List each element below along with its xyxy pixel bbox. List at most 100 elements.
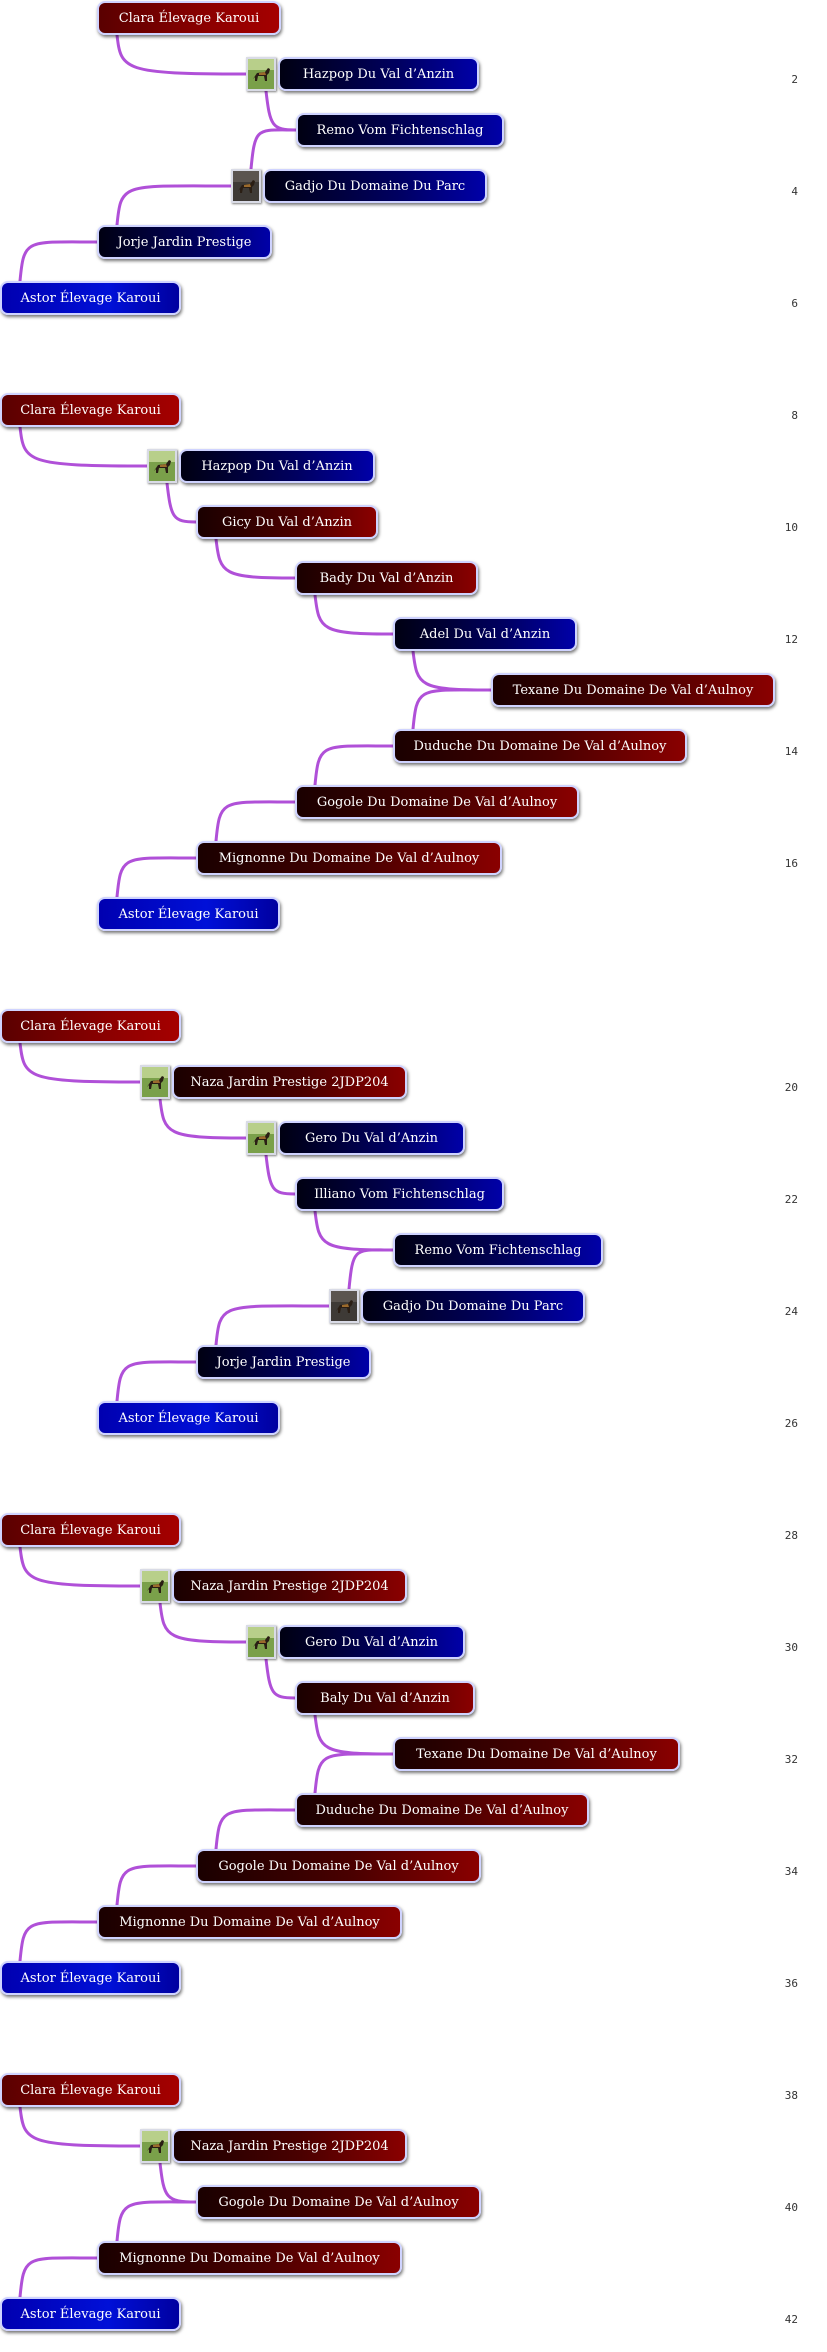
connector-line: [115, 184, 233, 227]
pedigree-node[interactable]: Texane Du Domaine De Val d’Aulnoy: [393, 1737, 680, 1771]
pedigree-node[interactable]: Remo Vom Fichtenschlag: [393, 1233, 603, 1267]
pedigree-node[interactable]: Gogole Du Domaine De Val d’Aulnoy: [295, 785, 579, 819]
pedigree-node[interactable]: Naza Jardin Prestige 2JDP204: [172, 1569, 407, 1603]
pedigree-node[interactable]: Gogole Du Domaine De Val d’Aulnoy: [196, 1849, 481, 1883]
pedigree-node[interactable]: Illiano Vom Fichtenschlag: [295, 1177, 504, 1211]
connector-line: [214, 1808, 297, 1851]
page-number: 32: [784, 1753, 798, 1766]
connector-line: [165, 481, 198, 524]
connector-line: [214, 537, 297, 580]
pedigree-node[interactable]: Gadjo Du Domaine Du Parc: [263, 169, 487, 203]
page-number: 30: [784, 1641, 798, 1654]
pedigree-node[interactable]: Astor Élevage Karoui: [0, 281, 181, 315]
connector-line: [158, 1601, 248, 1644]
page-number: 28: [784, 1529, 798, 1542]
pedigree-node[interactable]: Mignonne Du Domaine De Val d’Aulnoy: [97, 1905, 402, 1939]
connector-line: [313, 1713, 395, 1756]
page-number: 38: [784, 2089, 798, 2102]
pedigree-node[interactable]: Clara Élevage Karoui: [0, 1513, 181, 1547]
pedigree-node[interactable]: Astor Élevage Karoui: [97, 1401, 280, 1435]
pedigree-node[interactable]: Jorje Jardin Prestige: [97, 225, 272, 259]
pedigree-node[interactable]: Gicy Du Val d’Anzin: [196, 505, 378, 539]
pedigree-node[interactable]: Mignonne Du Domaine De Val d’Aulnoy: [97, 2241, 402, 2275]
connector-line: [264, 1153, 297, 1196]
page-number: 4: [791, 185, 798, 198]
pedigree-node[interactable]: Bady Du Val d’Anzin: [295, 561, 478, 595]
pedigree-node[interactable]: Remo Vom Fichtenschlag: [296, 113, 504, 147]
pedigree-node[interactable]: Jorje Jardin Prestige: [196, 1345, 371, 1379]
connector-line: [264, 89, 298, 132]
connector-line: [115, 33, 248, 76]
pedigree-node[interactable]: Clara Élevage Karoui: [0, 1009, 181, 1043]
page-number: 2: [791, 73, 798, 86]
dog-photo-icon[interactable]: [246, 1121, 276, 1155]
pedigree-node[interactable]: Hazpop Du Val d’Anzin: [278, 57, 479, 91]
dog-photo-icon[interactable]: [140, 2129, 170, 2163]
connector-line: [313, 1752, 395, 1795]
dog-photo-dark-icon[interactable]: [329, 1289, 359, 1323]
connector-line: [115, 856, 198, 899]
connector-line: [18, 425, 149, 468]
dog-photo-dark-icon[interactable]: [231, 169, 261, 203]
pedigree-node[interactable]: Gogole Du Domaine De Val d’Aulnoy: [196, 2185, 481, 2219]
page-number: 40: [784, 2201, 798, 2214]
connector-line: [158, 2161, 198, 2204]
connector-line: [115, 1864, 198, 1907]
dog-photo-icon[interactable]: [147, 449, 177, 483]
dog-photo-icon[interactable]: [246, 57, 276, 91]
pedigree-node[interactable]: Clara Élevage Karoui: [0, 393, 181, 427]
page-number: 10: [784, 521, 798, 534]
pedigree-node[interactable]: Gero Du Val d’Anzin: [278, 1121, 465, 1155]
connector-line: [115, 2200, 198, 2243]
page-number: 6: [791, 297, 798, 310]
pedigree-node[interactable]: Hazpop Du Val d’Anzin: [179, 449, 375, 483]
pedigree-node[interactable]: Baly Du Val d’Anzin: [295, 1681, 475, 1715]
pedigree-node[interactable]: Duduche Du Domaine De Val d’Aulnoy: [295, 1793, 589, 1827]
page-number: 20: [784, 1081, 798, 1094]
page-number: 24: [784, 1305, 798, 1318]
dog-photo-icon[interactable]: [140, 1569, 170, 1603]
pedigree-node[interactable]: Naza Jardin Prestige 2JDP204: [172, 2129, 407, 2163]
connector-line: [18, 1920, 99, 1963]
pedigree-node[interactable]: Astor Élevage Karoui: [97, 897, 280, 931]
connector-line: [115, 1360, 198, 1403]
page-number: 8: [791, 409, 798, 422]
pedigree-node[interactable]: Astor Élevage Karoui: [0, 2297, 181, 2331]
connector-line: [264, 1657, 297, 1700]
page-number: 42: [784, 2313, 798, 2326]
connector-line: [158, 1097, 248, 1140]
connector-line: [313, 593, 395, 636]
connector-line: [313, 1209, 395, 1252]
pedigree-node[interactable]: Naza Jardin Prestige 2JDP204: [172, 1065, 407, 1099]
connector-line: [411, 649, 493, 692]
page-number: 16: [784, 857, 798, 870]
pedigree-node[interactable]: Clara Élevage Karoui: [0, 2073, 181, 2107]
pedigree-node[interactable]: Adel Du Val d’Anzin: [393, 617, 577, 651]
connector-line: [18, 2256, 99, 2299]
page-number: 26: [784, 1417, 798, 1430]
page-number: 12: [784, 633, 798, 646]
connector-line: [18, 1545, 142, 1588]
connector-line: [18, 2105, 142, 2148]
connector-line: [214, 1304, 331, 1347]
pedigree-node[interactable]: Texane Du Domaine De Val d’Aulnoy: [491, 673, 775, 707]
connector-line: [347, 1248, 395, 1291]
connector-line: [313, 744, 395, 787]
connector-line: [18, 240, 99, 283]
pedigree-node[interactable]: Gero Du Val d’Anzin: [278, 1625, 465, 1659]
connector-line: [18, 1041, 142, 1084]
dog-photo-icon[interactable]: [140, 1065, 170, 1099]
page-number: 14: [784, 745, 798, 758]
page-number: 34: [784, 1865, 798, 1878]
pedigree-node[interactable]: Duduche Du Domaine De Val d’Aulnoy: [393, 729, 687, 763]
pedigree-node[interactable]: Gadjo Du Domaine Du Parc: [361, 1289, 585, 1323]
pedigree-node[interactable]: Astor Élevage Karoui: [0, 1961, 181, 1995]
dog-photo-icon[interactable]: [246, 1625, 276, 1659]
pedigree-node[interactable]: Mignonne Du Domaine De Val d’Aulnoy: [196, 841, 502, 875]
pedigree-node[interactable]: Clara Élevage Karoui: [97, 1, 281, 35]
connector-line: [249, 128, 298, 171]
page-number: 36: [784, 1977, 798, 1990]
connector-line: [214, 800, 297, 843]
